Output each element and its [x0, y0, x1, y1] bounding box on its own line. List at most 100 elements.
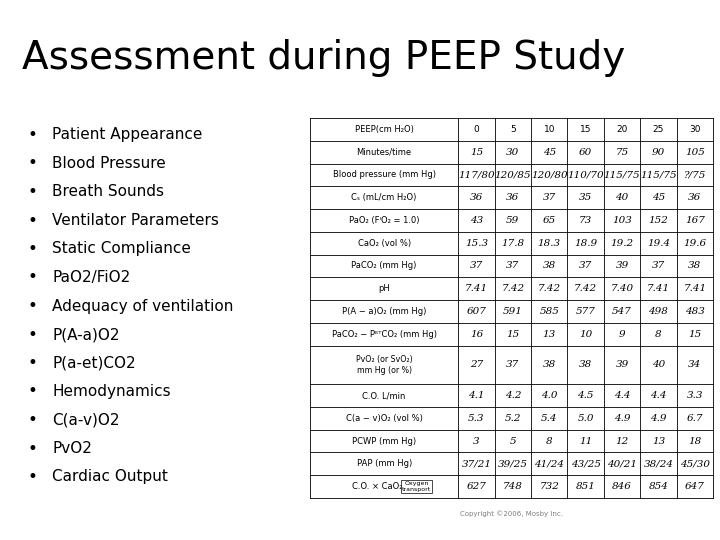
Text: 5.2: 5.2 [505, 414, 521, 423]
Text: Cₛ (mL/cm H₂O): Cₛ (mL/cm H₂O) [351, 193, 417, 202]
Text: Adequacy of ventilation: Adequacy of ventilation [52, 299, 233, 314]
Text: •: • [28, 411, 38, 429]
Text: Minutes/time: Minutes/time [356, 147, 412, 157]
Text: 7.41: 7.41 [683, 284, 706, 293]
Text: PvO₂ (or SvO₂)
mm Hg (or %): PvO₂ (or SvO₂) mm Hg (or %) [356, 355, 413, 375]
Text: 60: 60 [579, 147, 593, 157]
Text: 120/85: 120/85 [495, 171, 531, 179]
Text: 37: 37 [470, 261, 483, 271]
Text: Oxygen
transport: Oxygen transport [402, 481, 431, 492]
Text: 18: 18 [688, 437, 701, 445]
Text: PAP (mm Hg): PAP (mm Hg) [356, 460, 412, 468]
Text: •: • [28, 440, 38, 457]
Text: 4.2: 4.2 [505, 391, 521, 400]
Text: 15.3: 15.3 [465, 239, 488, 248]
Text: C.O. × CaO₂: C.O. × CaO₂ [351, 482, 402, 491]
Text: 41/24: 41/24 [534, 460, 564, 468]
Text: 18.3: 18.3 [538, 239, 561, 248]
Text: 591: 591 [503, 307, 523, 316]
Text: P(a-et)CO2: P(a-et)CO2 [52, 355, 135, 370]
Text: Blood Pressure: Blood Pressure [52, 156, 166, 171]
Text: 25: 25 [653, 125, 664, 134]
Text: 10: 10 [544, 125, 555, 134]
Text: 120/80: 120/80 [531, 171, 567, 179]
Text: 43/25: 43/25 [571, 460, 600, 468]
Text: 75: 75 [616, 147, 629, 157]
Text: 40/21: 40/21 [607, 460, 637, 468]
Text: 38: 38 [543, 261, 556, 271]
Text: 7.42: 7.42 [501, 284, 524, 293]
Text: C.O. L/min: C.O. L/min [362, 391, 406, 400]
Text: 12: 12 [616, 437, 629, 445]
Text: 585: 585 [539, 307, 559, 316]
Text: 4.0: 4.0 [541, 391, 557, 400]
Text: 5: 5 [510, 125, 516, 134]
Text: 37: 37 [506, 261, 520, 271]
Text: 10: 10 [579, 329, 593, 339]
Text: •: • [28, 183, 38, 201]
Text: Blood pressure (mm Hg): Blood pressure (mm Hg) [333, 171, 436, 179]
Text: 4.4: 4.4 [650, 391, 667, 400]
Text: 65: 65 [543, 216, 556, 225]
Text: 3: 3 [473, 437, 480, 445]
Text: 39/25: 39/25 [498, 460, 528, 468]
Text: 11: 11 [579, 437, 593, 445]
Text: 167: 167 [685, 216, 705, 225]
Text: Cardiac Output: Cardiac Output [52, 469, 168, 484]
Text: Hemodynamics: Hemodynamics [52, 384, 171, 399]
Text: 38: 38 [543, 360, 556, 369]
Text: •: • [28, 268, 38, 287]
Text: 36: 36 [688, 193, 701, 202]
Text: 36: 36 [470, 193, 483, 202]
Text: Copyright ©2006, Mosby Inc.: Copyright ©2006, Mosby Inc. [460, 510, 563, 517]
Text: 7.40: 7.40 [611, 284, 634, 293]
Text: 627: 627 [467, 482, 487, 491]
Text: 851: 851 [576, 482, 595, 491]
Text: 37: 37 [579, 261, 593, 271]
Text: 37: 37 [543, 193, 556, 202]
Text: 45: 45 [652, 193, 665, 202]
Text: 4.4: 4.4 [613, 391, 630, 400]
Text: 15: 15 [470, 147, 483, 157]
Text: •: • [28, 154, 38, 172]
Text: Assessment during PEEP Study: Assessment during PEEP Study [22, 39, 625, 77]
Text: pH: pH [378, 284, 390, 293]
Text: 5.0: 5.0 [577, 414, 594, 423]
Text: •: • [28, 212, 38, 230]
Text: 5.3: 5.3 [468, 414, 485, 423]
Text: •: • [28, 240, 38, 258]
Text: 5: 5 [510, 437, 516, 445]
Text: PvO2: PvO2 [52, 441, 92, 456]
Text: 846: 846 [612, 482, 632, 491]
Text: 38: 38 [579, 360, 593, 369]
Text: 34: 34 [688, 360, 701, 369]
Text: 45/30: 45/30 [680, 460, 710, 468]
Text: 16: 16 [470, 329, 483, 339]
Text: 39: 39 [616, 261, 629, 271]
Text: PaO₂ (FᴵO₂ = 1.0): PaO₂ (FᴵO₂ = 1.0) [349, 216, 420, 225]
Text: 854: 854 [649, 482, 668, 491]
Text: C(a-v)O2: C(a-v)O2 [52, 413, 120, 428]
Text: 748: 748 [503, 482, 523, 491]
Text: CaO₂ (vol %): CaO₂ (vol %) [358, 239, 410, 248]
Text: 647: 647 [685, 482, 705, 491]
Text: •: • [28, 354, 38, 372]
Text: 18.9: 18.9 [574, 239, 597, 248]
Text: 15: 15 [688, 329, 701, 339]
Text: 152: 152 [649, 216, 668, 225]
Text: 30: 30 [506, 147, 520, 157]
Text: P(A − a)O₂ (mm Hg): P(A − a)O₂ (mm Hg) [342, 307, 426, 316]
Text: 38/24: 38/24 [644, 460, 673, 468]
Text: 37/21: 37/21 [462, 460, 492, 468]
Text: 37: 37 [652, 261, 665, 271]
Text: 19.6: 19.6 [683, 239, 706, 248]
Text: 40: 40 [652, 360, 665, 369]
Text: 547: 547 [612, 307, 632, 316]
Text: •: • [28, 468, 38, 486]
Text: 607: 607 [467, 307, 487, 316]
Text: 4.5: 4.5 [577, 391, 594, 400]
Text: 5.4: 5.4 [541, 414, 557, 423]
Text: 7.42: 7.42 [574, 284, 597, 293]
Text: 3.3: 3.3 [687, 391, 703, 400]
Text: 59: 59 [506, 216, 520, 225]
